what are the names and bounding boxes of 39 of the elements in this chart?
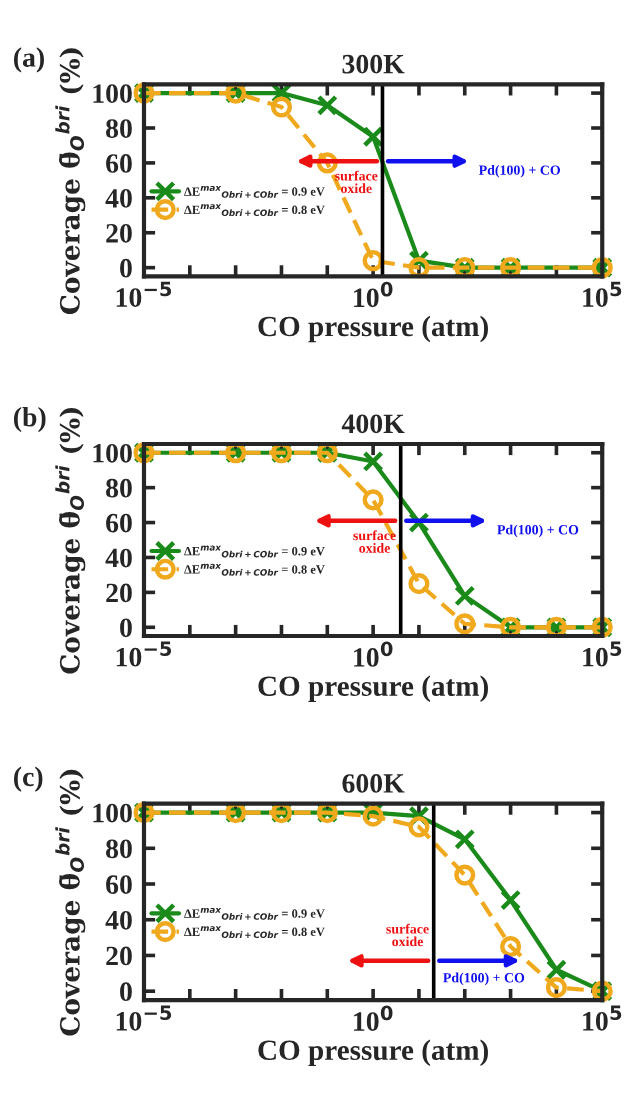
y-tick-label: 80 [106,839,132,859]
y-tick-label: 0 [120,982,132,1002]
y-tick-label: 0 [120,258,132,278]
y-axis-title: Coverage θ̄$_{O}$$^{bri}$ (%) [55,48,86,314]
y-tick-label: 80 [106,119,132,138]
x-axis-title: CO pressure (atm) [258,1039,488,1066]
y-tick-label: 60 [106,154,132,173]
x-tick-label: 10$^{−5}$ [116,641,172,667]
text: (b) [14,406,46,433]
x-tick-label: 10$^{5}$ [583,641,622,667]
x-axis-title: CO pressure (atm) [258,315,488,343]
y-tick-label: 60 [106,513,132,533]
x-tick-label: 10$^{5}$ [583,1005,622,1031]
y-tick-label: 20 [106,946,132,966]
y-tick-label: 20 [106,583,132,603]
y-tick-label: 20 [106,223,132,243]
y-tick-label: 40 [105,910,132,930]
y-tick-label: 40 [105,189,132,208]
y-axis-title: Coverage θ̄$_{O}$$^{bri}$ (%) [55,407,86,674]
chart-title: 300K [342,54,405,74]
x-tick-label: 10$^{−5}$ [116,281,172,307]
x-tick-label: 10$^{−5}$ [116,1005,172,1031]
y-tick-label: 100 [93,84,132,103]
x-tick-label: 10$^{0}$ [354,281,393,308]
y-tick-label: 80 [106,478,132,498]
x-tick-label: 10$^{0}$ [354,641,393,667]
y-tick-label: 100 [93,443,132,463]
chart-title: 400K [341,414,405,434]
y-tick-label: 40 [105,548,132,568]
x-tick-label: 10$^{0}$ [354,1005,393,1031]
text: (a) [14,47,44,73]
x-axis-title: CO pressure (atm) [258,675,488,702]
y-tick-label: 60 [106,875,132,894]
chart-title: 600K [342,774,405,793]
text: (c) [14,766,43,792]
y-axis-title: Coverage θ̄$_{O}$$^{bri}$ (%) [55,769,86,1036]
y-tick-label: 100 [93,803,132,823]
x-tick-label: 10$^{5}$ [583,281,622,307]
y-tick-label: 0 [120,618,132,638]
